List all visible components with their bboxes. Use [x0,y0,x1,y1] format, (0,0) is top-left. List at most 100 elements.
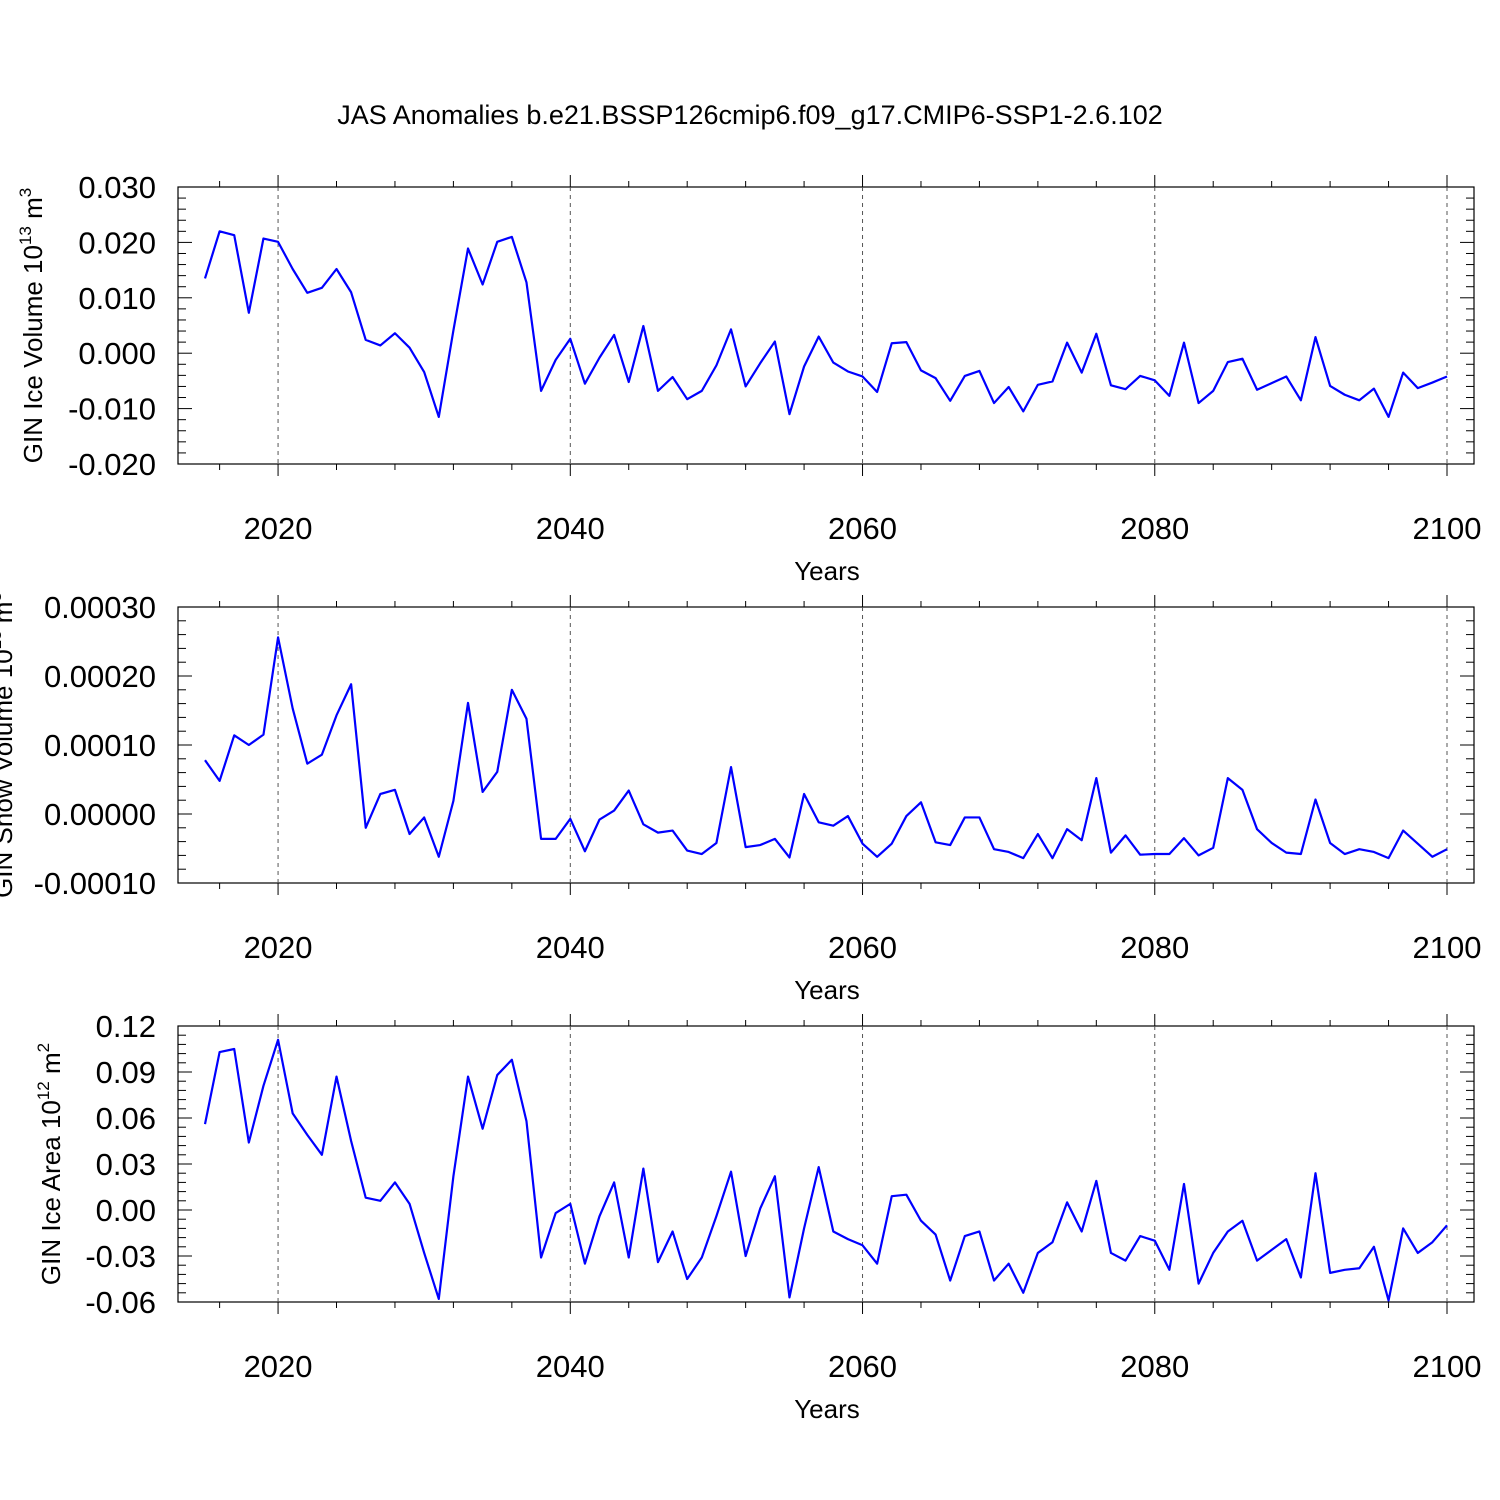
data-point [876,856,878,858]
data-point [891,342,893,344]
data-point [233,1048,235,1050]
x-axis-label: Years [794,975,860,1005]
y-tick-label: 0.03 [96,1147,156,1182]
data-point [1008,851,1010,853]
data-point [628,381,630,383]
data-point [891,843,893,845]
y-tick-label: 0.00 [96,1193,156,1228]
data-point [1344,1269,1346,1271]
data-point [730,766,732,768]
data-point [1139,854,1141,856]
data-point [248,312,250,314]
data-point [525,281,527,283]
series-line [203,230,1448,419]
data-point [1314,336,1316,338]
data-point [642,325,644,327]
data-point [1285,375,1287,377]
data-point [262,1085,264,1087]
data-point [1388,857,1390,859]
data-point [730,1171,732,1173]
x-tick-label: 2040 [536,930,605,965]
data-point [1241,358,1243,360]
data-point [409,347,411,349]
data-point [277,1039,279,1041]
data-point [672,830,674,832]
data-point [715,1215,717,1217]
data-point [1212,847,1214,849]
data-point [1285,852,1287,854]
x-tick-label: 2060 [828,930,897,965]
data-point [1314,1172,1316,1174]
data-point [1417,1252,1419,1254]
x-tick-label: 2100 [1413,1349,1482,1384]
data-point [379,1200,381,1202]
data-point [452,800,454,802]
data-point [292,268,294,270]
data-point [905,1194,907,1196]
data-point [628,790,630,792]
data-point [511,236,513,238]
data-point [701,390,703,392]
data-point [1168,395,1170,397]
data-point [423,1252,425,1254]
data-point [467,247,469,249]
data-point [686,398,688,400]
data-point [379,793,381,795]
panels: -0.020 -0.010 0.000 0.010 0.020 0.030 2020 2040… [0,170,1481,1424]
data-point [1358,1267,1360,1269]
y-tick-label: 0.00020 [44,659,156,694]
data-point [803,365,805,367]
data-point [511,1059,513,1061]
data-point [993,848,995,850]
y-axis-label: GIN Snow Volume 1013 m3 [0,592,18,898]
data-point [599,1215,601,1217]
data-point [949,844,951,846]
data-point [993,1280,995,1282]
data-point [935,377,937,379]
data-point [306,1134,308,1136]
data-point [365,339,367,341]
x-tick-label: 2020 [244,930,313,965]
data-point [1417,843,1419,845]
data-point [672,1230,674,1232]
data-point [306,292,308,294]
data-point [1095,1180,1097,1182]
data-point [832,825,834,827]
data-point [701,853,703,855]
y-tick-label: 0.06 [96,1101,156,1136]
data-point [321,754,323,756]
data-point [1154,1240,1156,1242]
data-point [1022,857,1024,859]
data-point [452,329,454,331]
data-point [365,1197,367,1199]
data-point [964,375,966,377]
data-point [935,841,937,843]
series-line [203,1038,1448,1302]
data-point [204,759,206,761]
data-point [1008,386,1010,388]
data-point [920,801,922,803]
data-point [394,1181,396,1183]
y-axis-label: GIN Ice Volume 1013 m3 [16,188,48,464]
data-point [642,1168,644,1170]
data-point [1431,1241,1433,1243]
data-point [1110,1252,1112,1254]
data-point [847,1238,849,1240]
panel-1: -0.020 -0.010 0.000 0.010 0.020 0.030 2020 2040… [16,170,1481,586]
data-point [920,1220,922,1222]
data-point [1373,388,1375,390]
data-point [1358,399,1360,401]
data-point [248,1142,250,1144]
data-point [745,846,747,848]
data-point [613,334,615,336]
data-point [394,789,396,791]
y-tick-label: -0.00010 [34,866,156,901]
y-tick-label: 0.00010 [44,728,156,763]
data-point [788,856,790,858]
data-point [204,1123,206,1125]
data-point [730,328,732,330]
data-point [482,1128,484,1130]
data-point [832,362,834,364]
data-point [423,816,425,818]
